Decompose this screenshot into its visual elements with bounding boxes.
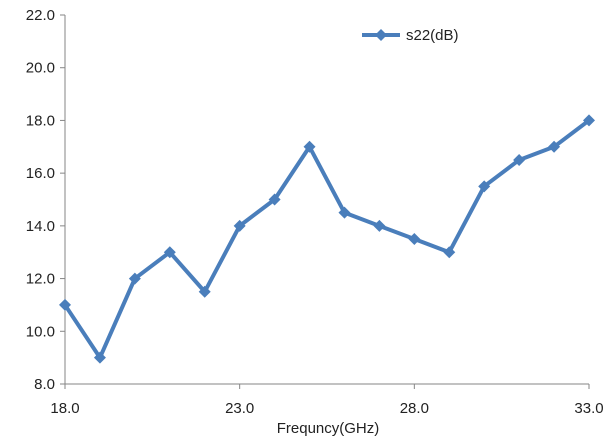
data-point xyxy=(163,246,176,259)
legend-label: s22(dB) xyxy=(406,27,459,44)
y-tick-label: 14.0 xyxy=(26,218,55,235)
data-point xyxy=(513,153,526,166)
data-point xyxy=(198,285,211,298)
series-line xyxy=(63,118,591,360)
data-point xyxy=(338,206,351,219)
data-point xyxy=(59,298,71,311)
legend-marker xyxy=(375,29,387,41)
data-point xyxy=(303,140,316,153)
data-point xyxy=(233,219,246,232)
data-point xyxy=(93,351,106,364)
data-point xyxy=(583,114,595,127)
data-point xyxy=(408,233,421,246)
y-tick-label: 10.0 xyxy=(26,323,55,340)
chart-axes xyxy=(60,14,590,389)
y-tick-label: 16.0 xyxy=(26,165,55,182)
y-tick-label: 20.0 xyxy=(26,60,55,77)
x-tick-label: 28.0 xyxy=(400,400,429,417)
y-tick-label: 12.0 xyxy=(26,271,55,288)
series-layer xyxy=(59,114,595,364)
data-point xyxy=(443,246,456,259)
y-tick-label: 22.0 xyxy=(26,7,55,24)
data-point xyxy=(268,193,281,206)
data-point xyxy=(128,272,141,285)
legend: s22(dB) xyxy=(362,27,459,44)
data-point xyxy=(373,219,386,232)
x-tick-label: 18.0 xyxy=(50,400,79,417)
x-axis-title: Frequncy(GHz) xyxy=(277,420,380,437)
x-tick-label: 23.0 xyxy=(225,400,254,417)
x-tick-label: 33.0 xyxy=(574,400,603,417)
data-point xyxy=(548,140,561,153)
y-tick-label: 18.0 xyxy=(26,112,55,129)
data-point xyxy=(478,180,491,193)
tick-labels: 8.0 10.0 12.0 14.0 16.0 18.0 20.0 22.0 18.0 23.0 2… xyxy=(26,7,604,417)
y-tick-label: 8.0 xyxy=(34,376,55,393)
